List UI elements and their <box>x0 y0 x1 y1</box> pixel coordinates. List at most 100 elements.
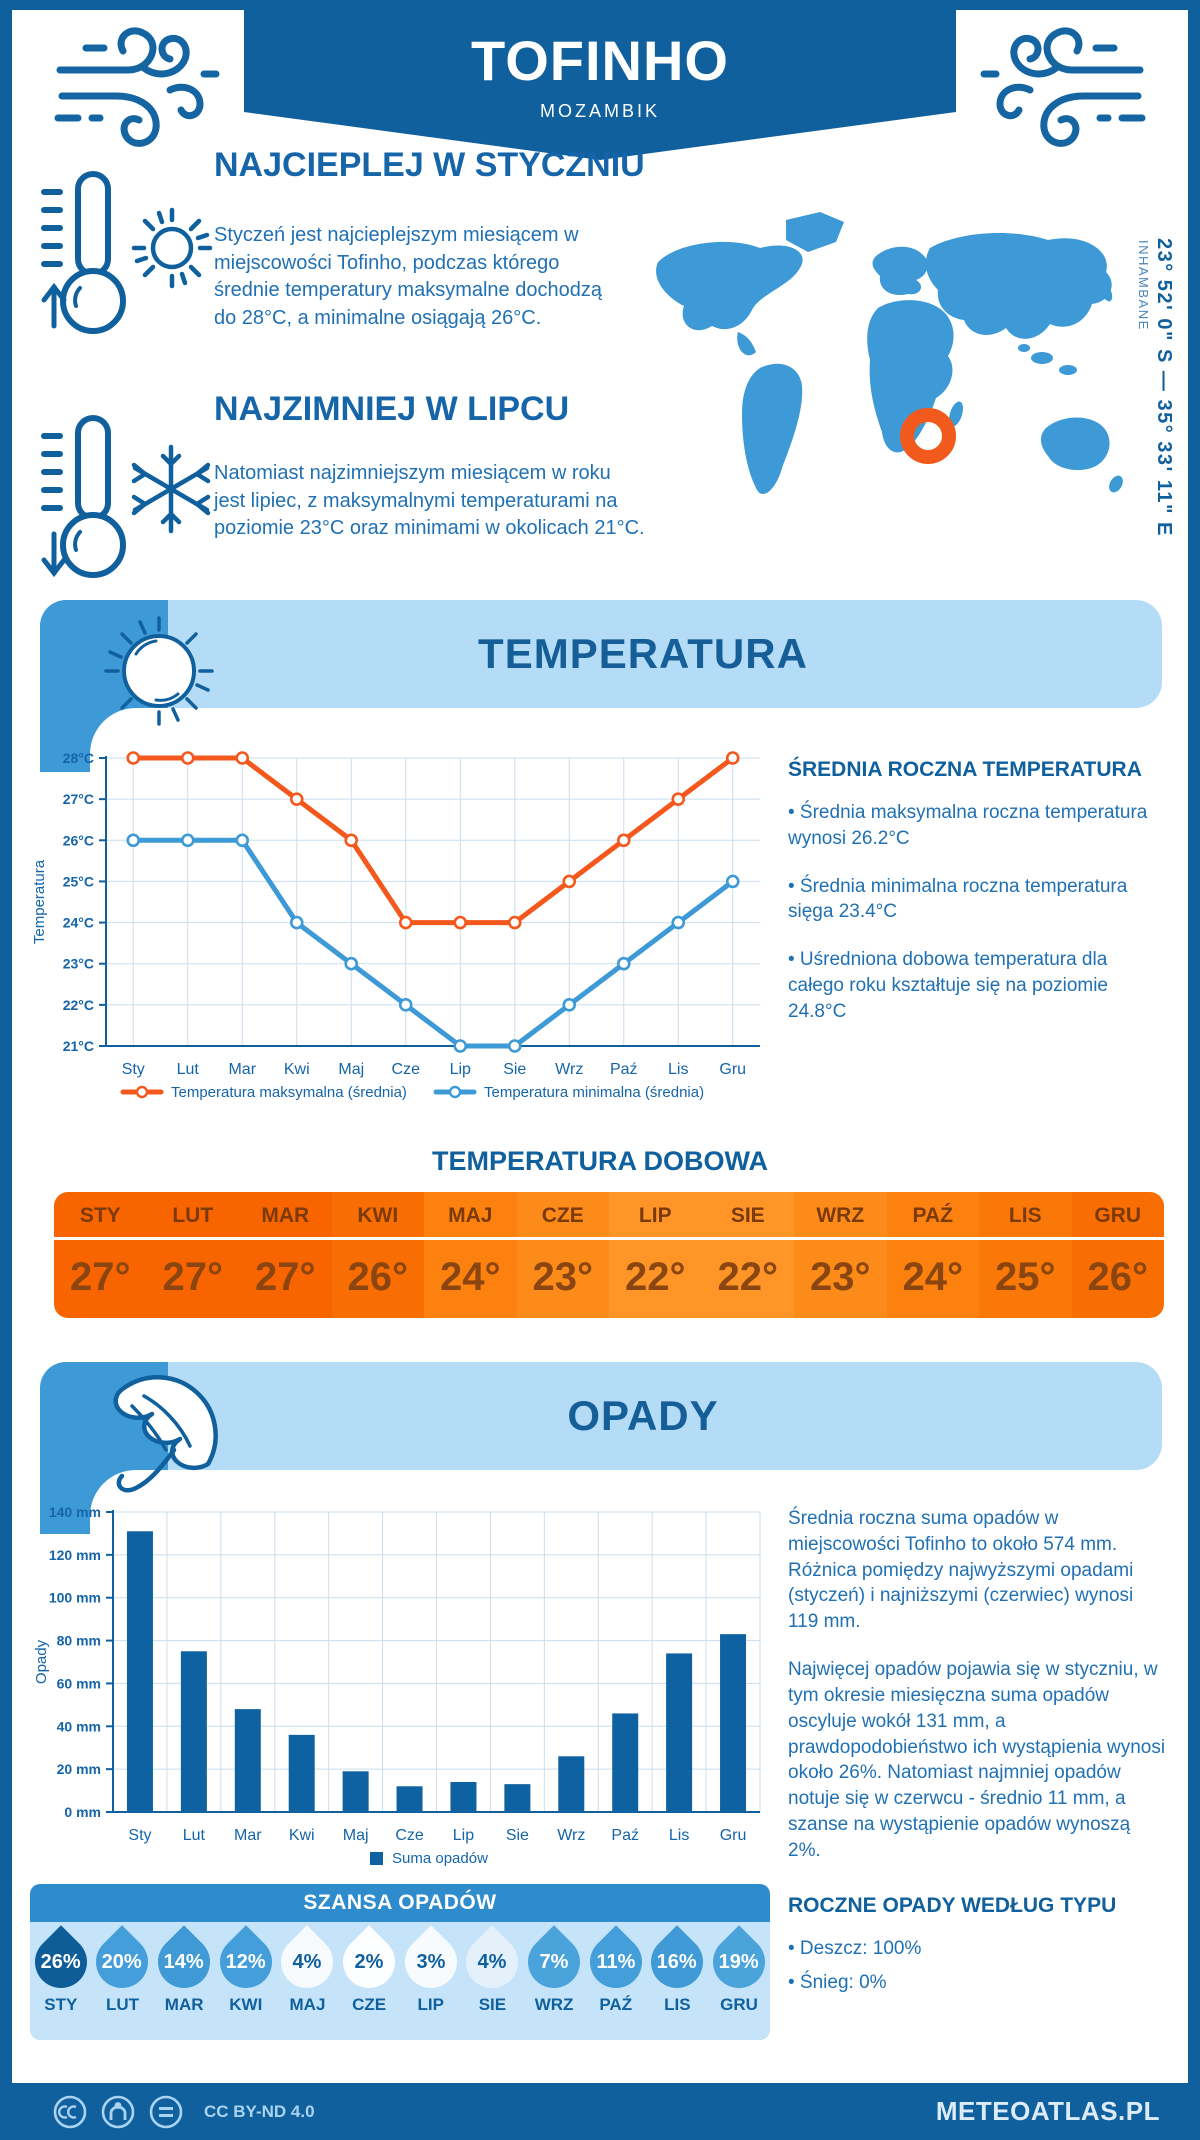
bar <box>504 1784 531 1812</box>
chance-cell: 20% LUT <box>85 1925 160 2040</box>
chance-value: 14% <box>164 1950 205 1973</box>
y-tick-label: 27°C <box>63 791 94 807</box>
daily-temp-column: KWI 26° <box>331 1192 424 1318</box>
stats-bullet: • Średnia minimalna roczna temperatura s… <box>788 875 1128 923</box>
data-point <box>398 998 413 1012</box>
x-tick-label: Maj <box>343 1827 369 1844</box>
month-label: CZE <box>352 1995 387 2014</box>
precip-type-bullet: • Śnieg: 0% <box>788 1971 887 1993</box>
chance-value: 26% <box>40 1950 81 1973</box>
month-label: LIS <box>979 1192 1072 1240</box>
max-temp-line <box>130 755 736 926</box>
chance-cell: 7% WRZ <box>517 1925 591 2040</box>
chance-value: 12% <box>225 1950 266 1973</box>
data-point <box>725 751 740 765</box>
legend-label: Temperatura minimalna (średnia) <box>484 1084 704 1101</box>
data-point <box>289 792 304 806</box>
month-label: GRU <box>1071 1192 1164 1240</box>
legend-label: Temperatura maksymalna (średnia) <box>171 1084 407 1101</box>
precip-type-bullet: • Deszcz: 100% <box>788 1937 922 1959</box>
x-tick-label: Cze <box>392 1061 421 1078</box>
chance-cell: 2% CZE <box>332 1925 406 2040</box>
banner-carve <box>90 1470 1162 1534</box>
x-tick-label: Sty <box>128 1827 151 1844</box>
bar <box>126 1531 153 1812</box>
coldest-text: Natomiast najzimniejszym miesiącem w rok… <box>214 462 645 540</box>
month-label: SIE <box>478 1995 507 2014</box>
data-point <box>562 874 577 889</box>
temperature-value: 25° <box>995 1255 1056 1299</box>
temperature-value: 24° <box>902 1255 964 1299</box>
daily-temp-column: GRU 26° <box>1071 1192 1164 1318</box>
chance-value: 7% <box>539 1950 569 1973</box>
data-point <box>235 751 250 765</box>
data-point <box>616 833 631 848</box>
umbrella-icon <box>113 1375 218 1493</box>
bar <box>342 1771 369 1812</box>
temperature-value: 23° <box>810 1255 871 1299</box>
temperature-value: 26° <box>347 1255 409 1299</box>
y-axis-title: Opady <box>33 1639 50 1684</box>
month-label: SIE <box>701 1192 794 1240</box>
raindrop-icon: 16% <box>640 1925 715 1999</box>
x-tick-label: Lip <box>450 1061 471 1078</box>
chance-panel: 26% STY 20% LUT 14% MAR 12% KWI 4% MAJ 2% CZE 3% LIP 4… <box>24 1922 776 2040</box>
right-border <box>1188 0 1200 2140</box>
legend-marker <box>448 1085 462 1099</box>
banner-carve <box>90 708 1162 772</box>
x-tick-label: Paź <box>610 1061 638 1078</box>
thermometer-up-icon <box>41 171 126 334</box>
x-tick-label: Cze <box>395 1827 424 1844</box>
temperature-value: 22° <box>717 1255 779 1299</box>
y-tick-label: 21°C <box>63 1038 94 1054</box>
data-point <box>289 915 304 930</box>
x-tick-label: Lut <box>183 1827 206 1844</box>
daily-temp-column: LUT 27° <box>146 1192 239 1318</box>
data-point <box>562 998 577 1012</box>
y-tick-label: 80 mm <box>57 1633 101 1649</box>
month-label: PAŹ <box>886 1192 979 1240</box>
bar <box>450 1782 477 1812</box>
x-tick-label: Mar <box>228 1061 256 1078</box>
chance-value: 4% <box>477 1950 507 1973</box>
warmest-title: NAJCIEPLEJ W STYCZNIU <box>214 146 645 184</box>
wind-icon <box>980 27 1146 147</box>
y-tick-label: 24°C <box>63 915 94 931</box>
precipitation-banner: OPADY <box>40 1362 1162 1534</box>
raindrop-icon: 4% <box>270 1925 345 1999</box>
raindrop-icon: 4% <box>455 1925 530 1999</box>
data-point <box>453 915 468 930</box>
license-text: CC BY-ND 4.0 <box>204 2101 315 2121</box>
month-label: PAŹ <box>599 1995 633 2014</box>
chance-cell: 16% LIS <box>640 1925 715 2040</box>
data-point <box>671 915 686 930</box>
x-tick-label: Gru <box>719 1061 746 1078</box>
raindrop-icon: 2% <box>332 1925 406 1999</box>
region-text: INHAMBANE <box>1136 240 1151 331</box>
daily-temp-column: WRZ 23° <box>794 1192 887 1318</box>
chance-value: 4% <box>293 1950 322 1973</box>
bar <box>666 1653 693 1812</box>
bar <box>180 1651 207 1812</box>
data-point <box>671 792 686 806</box>
data-point <box>507 915 522 930</box>
raindrop-icon: 11% <box>578 1925 653 1999</box>
bar <box>558 1756 585 1812</box>
month-label: GRU <box>720 1995 758 2014</box>
temperature-value: 22° <box>625 1255 686 1299</box>
month-label: KWI <box>331 1192 424 1240</box>
month-label: MAR <box>239 1192 332 1240</box>
x-tick-label: Maj <box>338 1061 364 1078</box>
data-point <box>126 751 141 765</box>
x-tick-label: Sie <box>503 1061 526 1078</box>
raindrop-icon: 7% <box>517 1925 591 1999</box>
chance-cell: 26% STY <box>24 1925 98 2040</box>
chance-cell: 11% PAŹ <box>578 1925 653 2040</box>
chance-value: 3% <box>416 1950 446 1973</box>
raindrop-icon: 12% <box>209 1925 283 1999</box>
temperature-value: 26° <box>1087 1255 1149 1299</box>
temperature-value: 27° <box>70 1255 131 1299</box>
raindrop-icon: 20% <box>85 1925 160 1999</box>
x-tick-label: Paź <box>611 1827 639 1844</box>
x-tick-label: Sty <box>122 1061 145 1078</box>
